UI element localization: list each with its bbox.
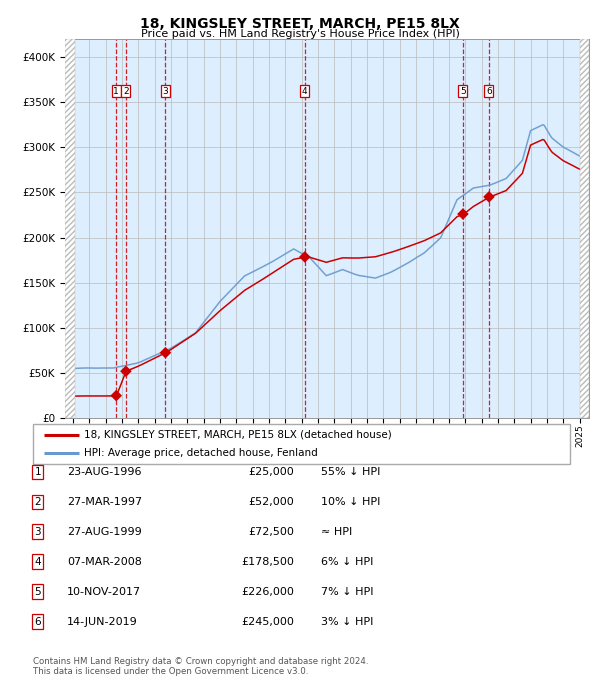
Text: 4: 4 [34, 557, 41, 566]
Text: 5: 5 [460, 86, 466, 96]
Text: 14-JUN-2019: 14-JUN-2019 [67, 617, 138, 626]
Text: 55% ↓ HPI: 55% ↓ HPI [321, 467, 380, 477]
Point [112, 390, 121, 401]
Text: 27-MAR-1997: 27-MAR-1997 [67, 497, 142, 507]
Text: 6: 6 [34, 617, 41, 626]
Text: HPI: Average price, detached house, Fenland: HPI: Average price, detached house, Fenl… [84, 448, 318, 458]
Point [161, 347, 170, 358]
Text: 10-NOV-2017: 10-NOV-2017 [67, 587, 142, 596]
Text: 3: 3 [34, 527, 41, 537]
Text: £52,000: £52,000 [248, 497, 294, 507]
Text: ≈ HPI: ≈ HPI [321, 527, 352, 537]
Text: 2: 2 [34, 497, 41, 507]
Text: 3: 3 [163, 86, 169, 96]
Text: £72,500: £72,500 [248, 527, 294, 537]
Point [458, 209, 468, 220]
Text: 5: 5 [34, 587, 41, 596]
Text: 6% ↓ HPI: 6% ↓ HPI [321, 557, 373, 566]
Text: 1: 1 [113, 86, 119, 96]
Point [121, 366, 131, 377]
Point [484, 192, 494, 203]
Text: 7% ↓ HPI: 7% ↓ HPI [321, 587, 373, 596]
Text: 4: 4 [302, 86, 308, 96]
Point [300, 252, 310, 262]
Text: 6: 6 [486, 86, 492, 96]
Text: This data is licensed under the Open Government Licence v3.0.: This data is licensed under the Open Gov… [33, 667, 308, 676]
Text: Contains HM Land Registry data © Crown copyright and database right 2024.: Contains HM Land Registry data © Crown c… [33, 657, 368, 666]
Text: 23-AUG-1996: 23-AUG-1996 [67, 467, 142, 477]
Text: £25,000: £25,000 [248, 467, 294, 477]
Text: £245,000: £245,000 [241, 617, 294, 626]
Text: 3% ↓ HPI: 3% ↓ HPI [321, 617, 373, 626]
Text: 18, KINGSLEY STREET, MARCH, PE15 8LX (detached house): 18, KINGSLEY STREET, MARCH, PE15 8LX (de… [84, 430, 392, 440]
FancyBboxPatch shape [33, 424, 570, 464]
Text: £226,000: £226,000 [241, 587, 294, 596]
Text: 1: 1 [34, 467, 41, 477]
Text: 10% ↓ HPI: 10% ↓ HPI [321, 497, 380, 507]
Text: £178,500: £178,500 [241, 557, 294, 566]
Text: 2: 2 [123, 86, 129, 96]
Text: 27-AUG-1999: 27-AUG-1999 [67, 527, 142, 537]
Text: 07-MAR-2008: 07-MAR-2008 [67, 557, 142, 566]
Text: Price paid vs. HM Land Registry's House Price Index (HPI): Price paid vs. HM Land Registry's House … [140, 29, 460, 39]
Text: 18, KINGSLEY STREET, MARCH, PE15 8LX: 18, KINGSLEY STREET, MARCH, PE15 8LX [140, 17, 460, 31]
